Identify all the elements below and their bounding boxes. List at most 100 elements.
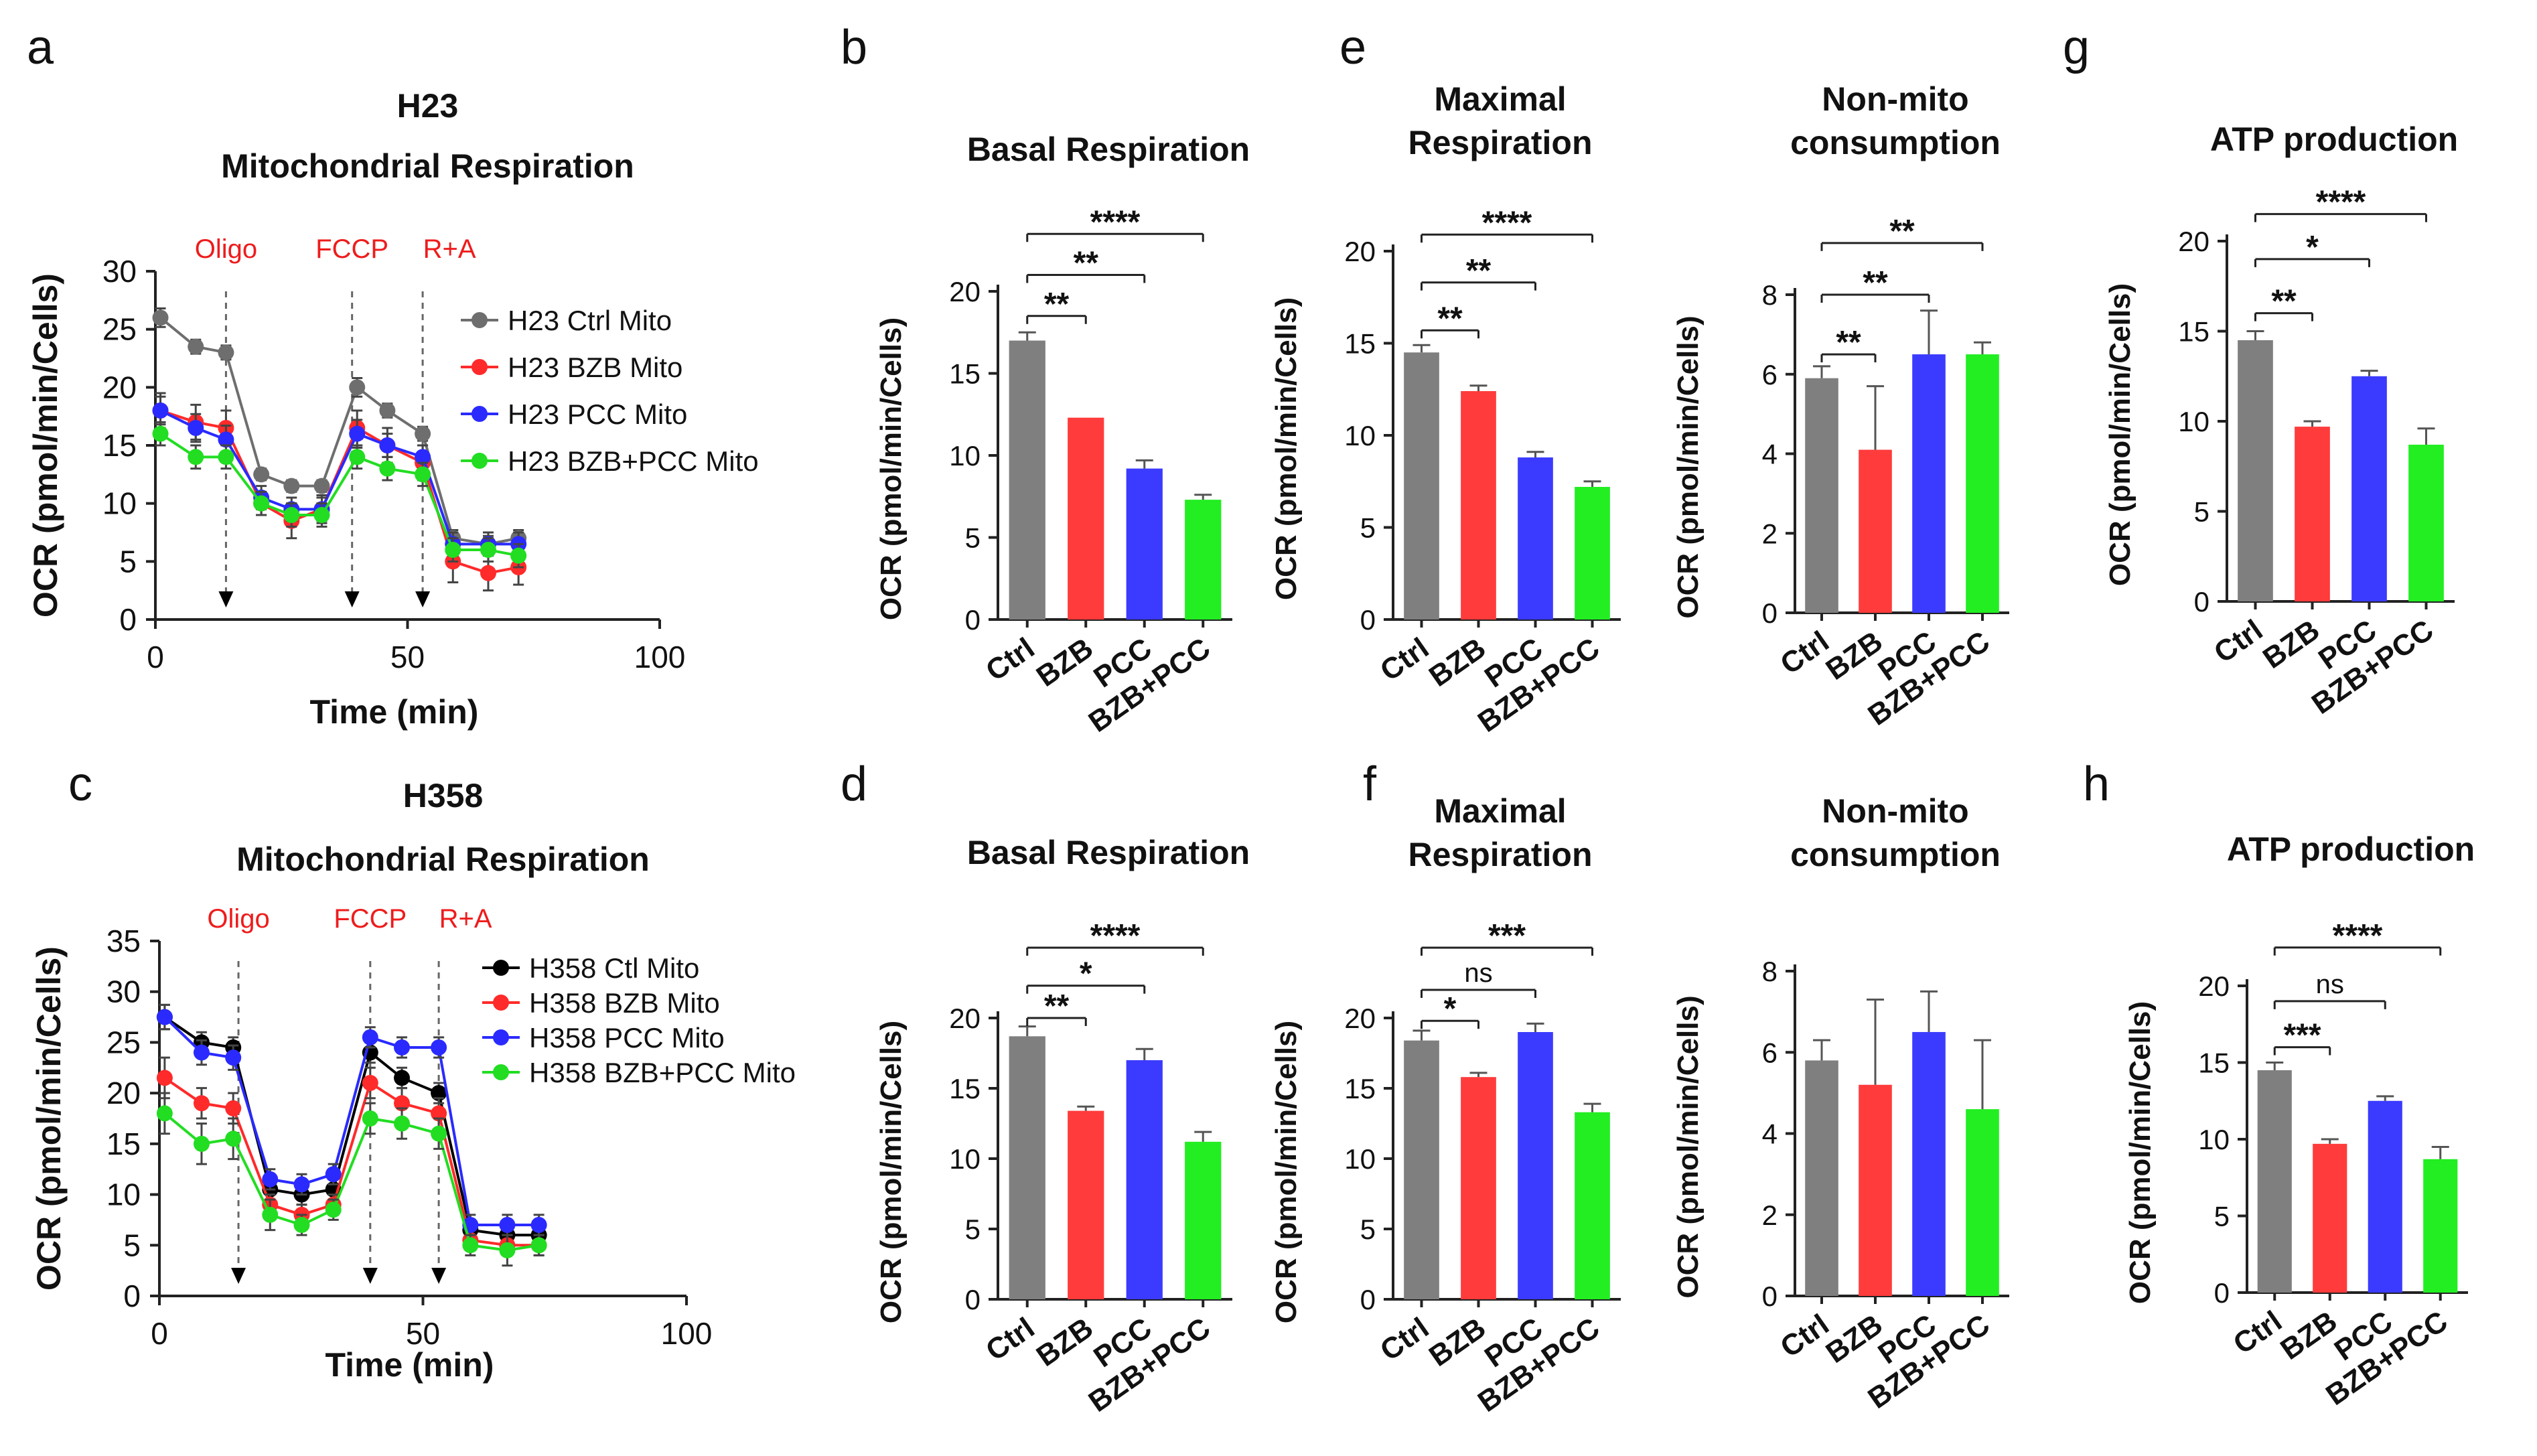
legend-marker [472,359,488,375]
injection-arrow [344,591,360,607]
bar [1404,352,1439,620]
panel-letter: b [841,21,867,74]
x-axis-label: Time (min) [310,693,479,731]
x-tick-label: BZB [2274,1305,2343,1366]
y-tick-label: 10 [102,486,137,521]
y-tick-label: 0 [1762,1281,1778,1312]
data-point [313,478,330,494]
data-point [362,1075,378,1091]
y-tick-label: 5 [2214,1201,2230,1232]
panel-letter: f [1363,757,1377,811]
bar [2295,427,2330,601]
y-tick-label: 8 [1762,956,1778,987]
y-tick-label: 0 [1762,597,1778,629]
panel-letter: c [68,757,92,811]
bar [1185,1141,1222,1299]
legend-label: H23 Ctrl Mito [508,305,672,336]
legend-marker [493,995,509,1011]
y-tick-label: 10 [2178,406,2209,437]
injection-arrow [415,591,431,607]
bar [1461,391,1496,620]
data-point [362,1110,378,1126]
y-tick-label: 20 [1344,1003,1376,1034]
injection-arrow [362,1268,378,1284]
data-point [262,1171,279,1187]
chart-title: Respiration [1408,836,1592,873]
x-tick-label: Ctrl [1775,625,1835,681]
bar [1068,417,1104,620]
data-point [193,1095,210,1112]
y-tick-label: 15 [102,428,137,463]
data-point [188,449,204,465]
bar-chart-d: d Basal Respiration 0 5 10 15 20 OCR (pmol/min/… [841,757,1250,1418]
y-tick-label: 5 [965,522,981,554]
y-tick-label: 35 [106,924,141,958]
y-tick-label: 20 [2178,226,2209,257]
bar-chart-b: b Basal Respiration 0 5 10 15 20 OCR (pmol/min/… [841,21,1250,739]
bar-chart-e1: e Maximal Respiration 0 5 10 15 20 OCR (pmol/min… [1270,21,1621,739]
legend-label: H23 BZB+PCC Mito [508,445,759,477]
y-tick-label: 0 [965,604,981,636]
bar [1575,487,1610,620]
significance-label: **** [2316,185,2366,220]
y-tick-label: 15 [1344,328,1376,360]
chart-title: ATP production [2227,830,2475,868]
significance-label: **** [1482,205,1532,240]
chart-title: ATP production [2210,121,2458,158]
data-point [152,403,169,419]
y-tick-label: 30 [106,974,141,1009]
series-line [159,409,519,546]
data-point [394,1039,411,1055]
y-tick-label: 2 [1762,1199,1778,1231]
data-point [415,425,431,442]
bar [1859,1084,1892,1296]
y-tick-label: 15 [2198,1047,2230,1079]
panel-letter: d [841,757,867,811]
y-tick-label: 10 [949,1143,981,1175]
y-tick-label: 10 [1344,420,1376,451]
data-point [499,1242,516,1258]
bar [1912,1031,1946,1296]
data-point [379,437,396,453]
data-point [325,1202,342,1218]
series-line [159,432,519,557]
y-tick-label: 15 [1344,1073,1376,1104]
data-point [293,1217,310,1233]
data-point [283,507,300,523]
y-tick-label: 20 [949,276,981,307]
y-axis-label: OCR (pmol/min/Cells) [27,273,64,617]
bar [1461,1077,1496,1299]
y-axis-label: OCR (pmol/min/Cells) [2104,283,2136,586]
significance-label: *** [1488,918,1526,954]
y-tick-label: 6 [1762,1037,1778,1068]
data-point [431,1105,447,1122]
bar [2238,340,2273,601]
y-tick-label: 0 [1360,1284,1376,1315]
data-point [283,478,300,494]
bar [2423,1159,2458,1293]
chart-title: Non-mito [1822,792,1968,830]
data-point [218,344,234,361]
data-point [218,431,234,448]
series-line [163,1112,539,1252]
y-tick-label: 8 [1762,279,1778,311]
data-point [156,1009,173,1025]
legend-label: H23 BZB Mito [508,352,682,383]
significance-label: ** [1074,246,1099,281]
data-point [293,1176,310,1193]
bar-chart-g: g ATP production 0 5 10 15 20 OCR (pmol/min/Cel… [2063,21,2458,721]
chart-subtitle: Mitochondrial Respiration [221,147,634,185]
line-chart-a: a H23 Mitochondrial Respiration 0 5 10 15 20 25 3… [27,21,759,731]
y-tick-label: 0 [123,1279,141,1313]
y-tick-label: 5 [123,1228,141,1262]
chart-title: Basal Respiration [967,834,1250,871]
x-tick-label: BZB [1423,1311,1492,1373]
data-point [480,565,496,581]
bar-chart-f2: Non-mito consumption 0 2 4 6 8 OCR (pmol/min/Ce… [1672,792,2009,1415]
x-tick-label: 50 [390,640,425,674]
injection-label: Oligo [195,234,257,264]
bar [1126,468,1163,620]
data-point [394,1115,411,1132]
significance-label: **** [2333,918,2383,954]
data-point [530,1237,547,1254]
